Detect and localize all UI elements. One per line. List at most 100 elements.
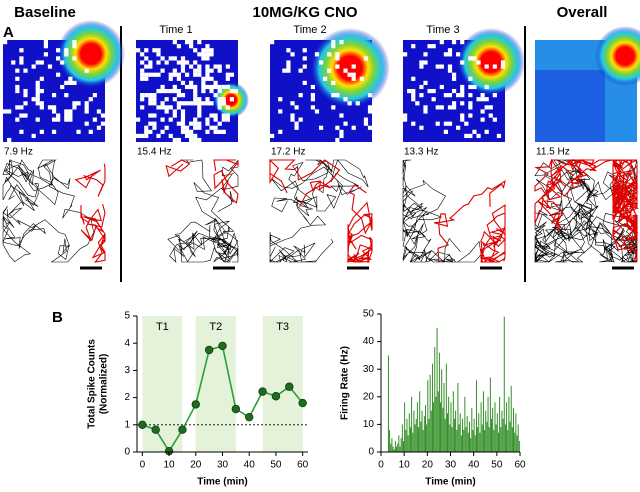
heatmap-hole [180,93,186,98]
heatmap-hole [229,88,235,94]
heatmap-hole [43,44,48,49]
bar [499,396,501,452]
heatmap-hole [492,93,497,98]
heatmap-hole [456,93,461,98]
heatmap-hole [35,80,40,85]
heatmap-hole [35,97,40,102]
bar [506,402,508,452]
heatmap-hole [197,105,202,110]
heatmap-hole [15,68,20,73]
heatmap-hole [217,64,222,69]
heatmap-hole [164,88,169,94]
heatmap-hole [56,113,61,118]
heatmap-hole [176,137,181,143]
heatmap-hole [431,44,436,49]
x-tick-label: 20 [422,460,434,471]
heatmap-hole [221,113,226,118]
heatmap-hole [172,97,177,102]
heatmap-hole [164,109,169,114]
bar [459,413,461,452]
heatmap-hole [201,80,206,85]
heatmap-hole [411,88,416,94]
heatmap-hole [180,117,186,122]
heatmap-hole [500,64,506,69]
heatmap-hole [431,97,436,102]
region-label: T1 [156,321,169,333]
heatmap-hole [64,48,69,53]
heatmap-hole [197,52,202,57]
bar [427,380,429,452]
time-label: Time 1 [159,24,192,36]
hot-spot [310,28,390,108]
bar [489,377,491,452]
region [142,316,183,452]
trajectory [346,184,374,263]
bar [486,421,488,452]
heatmap-hole [23,68,28,73]
bar [391,438,393,452]
heatmap-hole [35,93,40,98]
heatmap-hole [205,68,210,73]
heatmap-hole [407,88,412,94]
heatmap-hole [427,44,432,49]
rate-label: 11.5 Hz [536,147,570,158]
heatmap-hole [96,125,102,130]
bar [507,429,509,452]
heatmap-hole [35,60,40,65]
heatmap-hole [205,56,210,61]
heatmap-hole [460,117,465,122]
heatmap-hole [160,117,165,122]
heatmap-hole [88,129,93,134]
heatmap-hole [217,84,222,90]
heatmap-hole [310,93,315,98]
heatmap-hole [172,84,177,90]
heatmap-hole [140,93,145,98]
heatmap-hole [217,121,222,126]
heatmap-hole [209,48,214,53]
x-tick-label: 30 [445,460,457,471]
trajectory [213,159,239,204]
heatmap-hole [484,129,489,134]
bar [426,424,428,452]
heatmap-hole [492,117,497,122]
bar [488,427,490,452]
heatmap-hole [51,105,57,110]
heatmap-hole [31,97,36,102]
heatmap-hole [100,113,106,118]
heatmap-hole [84,101,89,106]
heatmap-hole [480,97,485,102]
heatmap-hole [488,113,493,118]
heatmap-hole [225,113,230,118]
heatmap-hole [172,56,177,61]
bar [453,418,455,452]
heatmap-hole [156,60,161,65]
bar [474,435,476,452]
bar [418,427,420,452]
heatmap-hole [64,113,69,118]
heatmap-hole [189,84,194,90]
heatmap-hole [180,64,186,69]
heatmap-hole [152,125,157,130]
heatmap-hole [3,109,8,114]
heatmap-hole [60,84,65,90]
rate-label: 7.9 Hz [4,147,33,158]
bar [392,446,394,452]
bar [493,429,495,452]
heatmap-hole [217,129,222,134]
heatmap-hole [201,101,206,106]
heatmap-hole [335,64,340,69]
heatmap-hole [152,93,157,98]
heatmap-hole [468,56,473,61]
trajectory [480,204,506,263]
heatmap-hole [156,88,161,94]
heatmap-hole [180,121,186,126]
heatmap-hole [335,52,340,57]
x-tick-label: 60 [297,460,309,471]
data-point [258,387,267,396]
heatmap-hole [68,109,73,114]
heatmap-hole [213,93,218,98]
x-axis-label: Time (min) [197,477,247,488]
heatmap-hole [197,97,202,102]
x-tick-label: 0 [378,460,384,471]
heatmap-hole [164,97,169,102]
